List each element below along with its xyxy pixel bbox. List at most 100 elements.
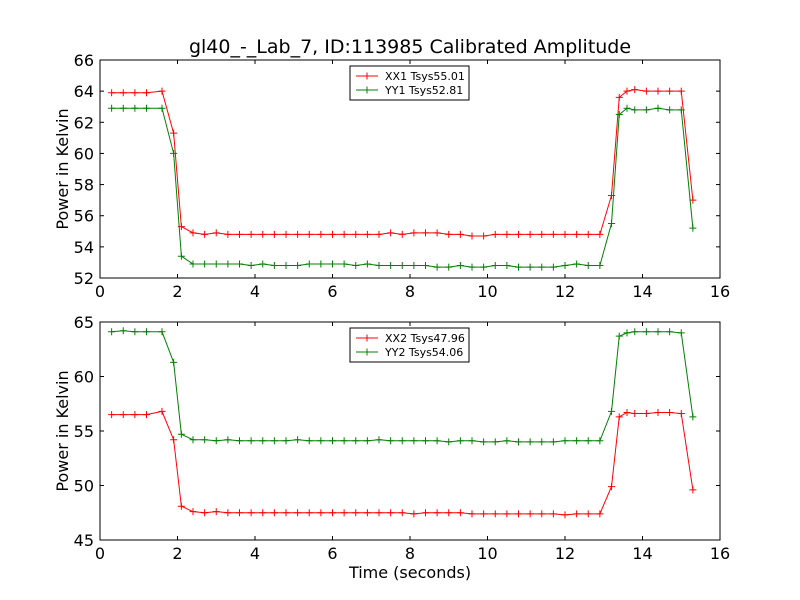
- bottom-x-tick-label: 16: [710, 544, 730, 563]
- top-y-tick-label: 52: [74, 269, 94, 288]
- top-y-tick-label: 64: [74, 82, 94, 101]
- bottom-point-1-48: [642, 410, 650, 418]
- top-point-1-20: [329, 230, 336, 238]
- bottom-point-2-32: [468, 437, 476, 445]
- bottom-point-2-9: [201, 436, 209, 444]
- bottom-point-1-32: [468, 510, 476, 518]
- top-point-1-33: [480, 232, 488, 240]
- bottom-point-1-29: [433, 509, 441, 517]
- bottom-point-1-47: [631, 410, 639, 418]
- top-point-2-46: [623, 104, 631, 112]
- bottom-point-2-6: [170, 358, 178, 366]
- top-point-1-10: [212, 229, 220, 237]
- bottom-point-1-16: [282, 509, 290, 517]
- bottom-x-tick-label: 2: [172, 544, 182, 563]
- bottom-point-1-17: [294, 509, 302, 517]
- top-x-tick-label: 0: [95, 282, 105, 301]
- bottom-point-2-38: [538, 438, 546, 446]
- top-point-2-47: [631, 106, 639, 114]
- bottom-point-1-12: [236, 509, 243, 517]
- bottom-point-2-35: [503, 437, 511, 445]
- bottom-point-2-44: [608, 407, 615, 415]
- bottom-y-tick-label: 60: [74, 368, 94, 387]
- bottom-legend-label-2: YY2 Tsys54.06: [384, 346, 463, 359]
- top-legend-label-2: YY1 Tsys52.81: [384, 84, 463, 97]
- bottom-series-line-1: [111, 410, 694, 516]
- top-y-axis-label: Power in Kelvin: [53, 108, 72, 229]
- bottom-point-2-11: [224, 436, 232, 444]
- top-point-1-39: [549, 230, 557, 238]
- top-legend-marker-2: [363, 86, 371, 94]
- bottom-point-2-30: [445, 438, 453, 446]
- bottom-point-1-35: [503, 510, 511, 518]
- top-x-tick-label: 14: [632, 282, 652, 301]
- bottom-point-2-37: [526, 438, 534, 446]
- top-point-1-3: [131, 89, 139, 97]
- top-point-1-31: [456, 230, 464, 238]
- top-point-2-10: [212, 260, 220, 268]
- bottom-y-tick-label: 50: [74, 477, 94, 496]
- bottom-point-2-12: [236, 437, 243, 445]
- bottom-point-2-40: [561, 437, 569, 445]
- bottom-point-2-22: [352, 437, 360, 445]
- bottom-legend-marker-2: [363, 348, 371, 356]
- top-point-2-21: [340, 260, 348, 268]
- bottom-point-2-10: [212, 437, 220, 445]
- bottom-point-2-49: [654, 328, 662, 336]
- bottom-legend-box: [349, 327, 470, 363]
- bottom-point-1-14: [259, 509, 267, 517]
- top-point-2-23: [363, 260, 371, 268]
- top-point-1-50: [666, 87, 674, 95]
- top-point-2-20: [329, 260, 336, 268]
- top-point-2-1: [108, 104, 116, 112]
- top-point-2-28: [422, 262, 429, 270]
- bottom-point-2-36: [515, 438, 522, 446]
- top-point-1-51: [677, 87, 685, 95]
- bottom-point-1-40: [561, 511, 569, 519]
- top-chart: 0 2 4 6 8 10 12 14 16 52 54 56 58 60 62 64 66 Power in Ke…: [53, 51, 730, 301]
- top-point-1-4: [143, 89, 150, 97]
- bottom-point-1-10: [212, 508, 220, 516]
- top-point-1-25: [387, 229, 395, 237]
- bottom-point-2-20: [329, 437, 336, 445]
- bottom-point-2-3: [131, 328, 139, 336]
- top-series-line-1: [111, 89, 694, 237]
- top-point-2-34: [491, 262, 499, 270]
- top-legend-marker-1: [363, 72, 371, 80]
- top-point-1-35: [503, 230, 511, 238]
- bottom-point-1-3: [131, 411, 139, 419]
- bottom-point-2-14: [259, 437, 267, 445]
- top-point-2-33: [480, 263, 488, 271]
- top-point-2-7: [177, 252, 185, 260]
- bottom-point-1-15: [270, 509, 278, 517]
- bottom-point-2-1: [108, 328, 116, 336]
- top-point-1-49: [654, 87, 662, 95]
- bottom-point-2-41: [573, 437, 581, 445]
- top-point-2-45: [615, 111, 623, 118]
- top-point-1-17: [294, 230, 302, 238]
- top-point-1-26: [398, 230, 406, 238]
- top-point-1-24: [375, 230, 383, 238]
- top-point-2-41: [573, 260, 581, 268]
- top-point-2-8: [189, 260, 197, 268]
- bottom-point-2-28: [422, 437, 429, 445]
- bottom-point-2-18: [305, 437, 313, 445]
- top-point-2-3: [131, 104, 139, 112]
- bottom-point-2-26: [398, 437, 406, 445]
- top-point-2-35: [503, 262, 511, 270]
- top-point-2-12: [236, 260, 243, 268]
- top-point-1-46: [623, 87, 631, 95]
- bottom-point-1-51: [677, 410, 685, 418]
- top-point-2-27: [410, 262, 418, 270]
- bottom-point-1-27: [410, 510, 418, 518]
- bottom-point-1-2: [119, 411, 127, 419]
- bottom-point-2-45: [615, 332, 623, 340]
- top-point-1-30: [445, 230, 453, 238]
- top-point-2-2: [119, 104, 127, 112]
- top-point-1-1: [108, 89, 116, 97]
- top-point-2-5: [158, 104, 166, 112]
- top-x-tick-label: 12: [555, 282, 575, 301]
- bottom-point-1-37: [526, 510, 534, 518]
- bottom-point-2-39: [549, 438, 557, 446]
- top-point-1-38: [538, 230, 546, 238]
